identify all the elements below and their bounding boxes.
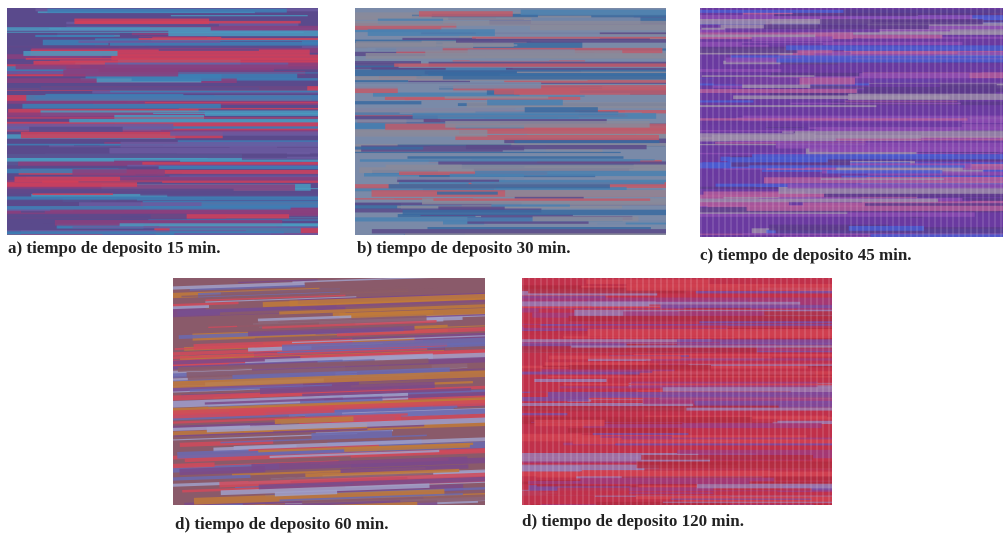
caption: a) tiempo de deposito 15 min.	[8, 238, 221, 257]
micrograph	[355, 8, 666, 235]
micrograph	[7, 8, 318, 235]
micrograph	[700, 8, 1003, 237]
caption: d) tiempo de deposito 120 min.	[522, 511, 744, 530]
caption: c) tiempo de deposito 45 min.	[700, 245, 912, 264]
caption: b) tiempo de deposito 30 min.	[357, 238, 571, 257]
micrograph	[173, 278, 485, 505]
caption: d) tiempo de deposito 60 min.	[175, 514, 389, 533]
micrograph	[522, 278, 832, 505]
